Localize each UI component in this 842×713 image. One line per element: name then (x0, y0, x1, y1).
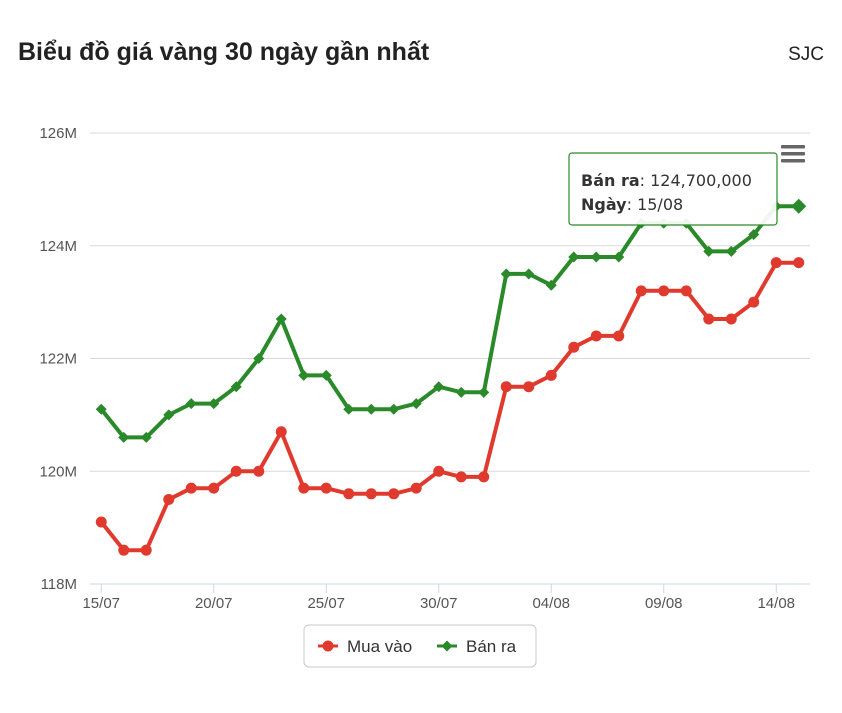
data-point (433, 381, 445, 393)
legend-marker (322, 640, 334, 652)
y-tick-label: 120M (39, 463, 77, 480)
legend: Mua vào Bán ra (303, 624, 537, 668)
data-point (500, 268, 512, 280)
tooltip-date-label: Ngày (581, 195, 627, 214)
data-point (185, 398, 197, 410)
data-point (140, 544, 152, 556)
y-tick-label: 126M (39, 125, 77, 142)
source-label: SJC (788, 44, 824, 65)
data-point (118, 544, 130, 556)
data-point (455, 471, 467, 483)
series-layer (95, 198, 807, 556)
data-point (725, 313, 737, 325)
data-point (410, 398, 422, 410)
data-point (725, 245, 737, 257)
data-point (613, 251, 625, 263)
data-point (275, 313, 287, 325)
tooltip: Bán ra: 124,700,000 Ngày: 15/08 (568, 152, 778, 226)
data-point (658, 285, 670, 297)
tooltip-value: 124,700,000 (650, 171, 752, 190)
y-axis-ticks: 118M 120M 122M 124M 126M (39, 125, 77, 593)
data-point (590, 251, 602, 263)
legend-label: Mua vào (347, 637, 412, 656)
data-point (748, 296, 760, 308)
data-point (410, 482, 422, 494)
svg-text:Ngày: 15/08: Ngày: 15/08 (581, 195, 683, 214)
data-point (613, 330, 625, 342)
series-mua-vao (95, 257, 805, 556)
data-point (568, 341, 580, 353)
data-point (365, 403, 377, 415)
data-point (320, 482, 332, 494)
data-point (388, 403, 400, 415)
data-point (163, 493, 175, 505)
data-point (545, 279, 557, 291)
data-point (253, 465, 265, 477)
data-point (185, 482, 197, 494)
x-tick-label: 14/08 (757, 595, 795, 612)
series-ban-ra (95, 198, 807, 443)
data-point (230, 381, 242, 393)
y-tick-label: 124M (39, 238, 77, 255)
x-tick-label: 04/08 (532, 595, 570, 612)
series-line (99, 260, 801, 553)
tooltip-series-label: Bán ra (581, 171, 640, 190)
data-point (275, 426, 287, 438)
data-point (793, 257, 805, 269)
data-point (230, 465, 242, 477)
legend-label: Bán ra (466, 637, 517, 656)
data-point (478, 386, 490, 398)
data-point (770, 257, 782, 269)
x-tick-label: 30/07 (420, 595, 458, 612)
x-tick-label: 20/07 (195, 595, 233, 612)
data-point (163, 409, 175, 421)
y-tick-label: 122M (39, 351, 77, 368)
svg-text:Bán ra: 124,700,000: Bán ra: 124,700,000 (581, 171, 752, 190)
page-title: Biểu đồ giá vàng 30 ngày gần nhất (18, 38, 430, 66)
data-point (703, 245, 715, 257)
data-point (388, 488, 400, 500)
data-point (208, 398, 220, 410)
x-tick-label: 09/08 (645, 595, 683, 612)
data-point (298, 482, 310, 494)
data-point (500, 381, 512, 393)
tooltip-date: 15/08 (637, 195, 683, 214)
data-point (703, 313, 715, 325)
x-tick-label: 15/07 (82, 595, 120, 612)
data-point (298, 369, 310, 381)
data-point (208, 482, 220, 494)
x-tick-label: 25/07 (307, 595, 345, 612)
hamburger-menu-icon[interactable] (778, 143, 806, 165)
data-point (478, 471, 490, 483)
data-point (523, 268, 535, 280)
data-point (95, 516, 107, 528)
data-point (635, 285, 647, 297)
data-point (748, 228, 760, 240)
data-point (568, 251, 580, 263)
data-point (455, 386, 467, 398)
data-point (118, 431, 130, 443)
data-point (680, 285, 692, 297)
x-axis: 15/07 20/07 25/07 30/07 04/08 09/08 14/08 (82, 583, 810, 612)
legend-marker (441, 640, 453, 652)
data-point (320, 369, 332, 381)
data-point (791, 198, 807, 214)
data-point (140, 431, 152, 443)
data-point (365, 488, 377, 500)
data-point (253, 353, 265, 364)
data-point (343, 488, 355, 500)
series-line (99, 204, 801, 440)
data-point (545, 369, 557, 381)
data-point (433, 465, 445, 477)
data-point (590, 330, 602, 342)
data-point (343, 403, 355, 415)
y-tick-label: 118M (41, 576, 77, 593)
data-point (95, 403, 107, 415)
data-point (523, 381, 535, 393)
